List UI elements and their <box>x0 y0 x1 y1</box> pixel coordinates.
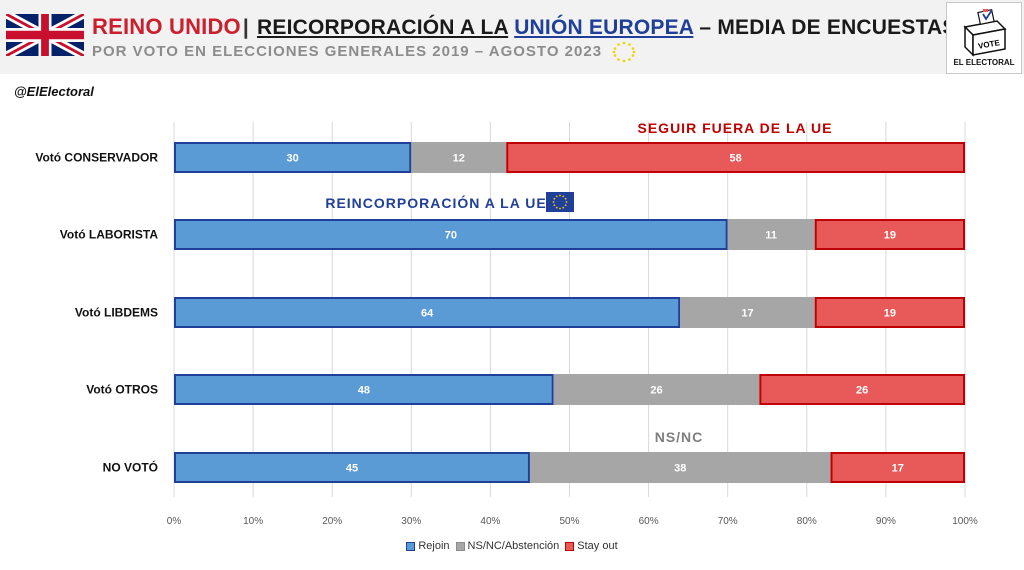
bar-ns-nc-abstencion <box>553 374 760 405</box>
x-tick-label: 60% <box>639 516 659 527</box>
data-label: 58 <box>729 153 741 165</box>
category-label: NO VOTÓ <box>103 460 158 475</box>
data-label: 11 <box>765 230 777 242</box>
bar-rejoin <box>174 297 681 328</box>
x-tick-label: 100% <box>952 516 978 527</box>
category-label: Votó OTROS <box>86 383 158 397</box>
annotations: SEGUIR FUERA DE LA UE REINCORPORACIÓN A L… <box>325 120 833 445</box>
bar-stay-out <box>506 142 965 173</box>
bar-ns-nc-abstencion <box>727 219 815 250</box>
subtitle-text: POR VOTO EN ELECCIONES GENERALES 2019 – … <box>92 42 603 60</box>
title-topic-highlight: UNIÓN EUROPEA <box>514 16 694 39</box>
data-label: 30 <box>287 153 299 165</box>
legend-swatch <box>406 541 416 551</box>
bar-ns-nc-abstencion <box>680 297 815 328</box>
eu-flag-icon <box>546 192 574 212</box>
x-tick-label: 90% <box>876 516 896 527</box>
page-subtitle: POR VOTO EN ELECCIONES GENERALES 2019 – … <box>92 41 637 63</box>
x-tick-label: 50% <box>559 516 579 527</box>
bars: 30 12 58 70 11 19 64 17 19 48 26 26 45 38 17 <box>174 142 966 483</box>
data-label: 12 <box>453 153 465 165</box>
title-separator: | <box>242 16 249 39</box>
data-label: 38 <box>674 463 686 475</box>
eu-stars-icon <box>612 41 636 63</box>
data-label: 26 <box>650 385 662 397</box>
bar-rejoin <box>174 219 728 250</box>
category-labels: Votó CONSERVADOR Votó LABORISTA Votó LIBDE… <box>35 151 158 475</box>
legend-item-stay-out: Stay out <box>565 540 618 552</box>
uk-flag-icon <box>6 14 84 56</box>
bar-ns-nc-abstencion <box>411 142 507 173</box>
category-label: Votó LIBDEMS <box>75 306 158 320</box>
header-banner: REINO UNIDO| REICORPORACIÓN A LA UNIÓN E… <box>0 0 1024 74</box>
data-label: 19 <box>884 308 896 320</box>
legend-swatch <box>455 541 465 551</box>
title-topic-part: REICORPORACIÓN A LA <box>257 16 509 39</box>
ballot-box-icon: VOTE <box>963 8 1007 57</box>
legend: Rejoin NS/NC/Abstención Stay out <box>0 540 1024 554</box>
data-label: 19 <box>884 230 896 242</box>
x-axis-ticks: 0% 10% 20% 30% 40% 50% 60% 70% 80% 90% 100% <box>167 516 978 527</box>
annotation-nsnc: NS/NC <box>655 429 704 445</box>
bar-stay-out <box>814 219 966 250</box>
bar-rejoin <box>174 452 530 483</box>
bar-ns-nc-abstencion <box>529 452 831 483</box>
bar-stay-out <box>814 297 966 328</box>
x-tick-label: 40% <box>480 516 500 527</box>
annotation-rejoin: REINCORPORACIÓN A LA UE <box>325 194 546 211</box>
bar-rejoin <box>174 142 412 173</box>
bar-stay-out <box>830 452 966 483</box>
data-label: 17 <box>741 308 753 320</box>
title-country: REINO UNIDO <box>92 14 241 39</box>
legend-label: NS/NC/Abstención <box>467 540 560 552</box>
page-title: REINO UNIDO| REICORPORACIÓN A LA UNIÓN E… <box>92 14 957 40</box>
data-label: 64 <box>421 308 434 320</box>
logo-badge-text: VOTE <box>977 38 1001 51</box>
title-topic-suffix: – MEDIA DE ENCUESTAS <box>699 16 957 39</box>
bar-stay-out <box>759 374 966 405</box>
legend-label: Stay out <box>577 540 618 552</box>
x-tick-label: 20% <box>322 516 342 527</box>
el-electoral-logo: VOTE EL ELECTORAL <box>946 2 1022 74</box>
legend-item-ns-nc-abstencion: NS/NC/Abstención <box>455 540 560 552</box>
twitter-handle: @ElElectoral <box>14 84 94 99</box>
x-tick-label: 10% <box>243 516 263 527</box>
legend-swatch <box>565 541 575 551</box>
logo-text: EL ELECTORAL <box>953 58 1015 67</box>
annotation-stay-out: SEGUIR FUERA DE LA UE <box>638 120 833 136</box>
data-label: 45 <box>346 463 358 475</box>
data-label: 26 <box>856 385 868 397</box>
category-label: Votó LABORISTA <box>60 228 159 242</box>
legend-label: Rejoin <box>418 540 450 552</box>
x-tick-label: 80% <box>797 516 817 527</box>
x-tick-label: 30% <box>401 516 421 527</box>
legend-item-rejoin: Rejoin <box>406 540 450 552</box>
data-label: 17 <box>892 463 904 475</box>
bar-rejoin <box>174 374 554 405</box>
data-label: 70 <box>445 230 457 242</box>
data-label: 48 <box>358 385 370 397</box>
x-tick-label: 0% <box>167 516 182 527</box>
category-label: Votó CONSERVADOR <box>35 151 158 165</box>
x-tick-label: 70% <box>718 516 738 527</box>
